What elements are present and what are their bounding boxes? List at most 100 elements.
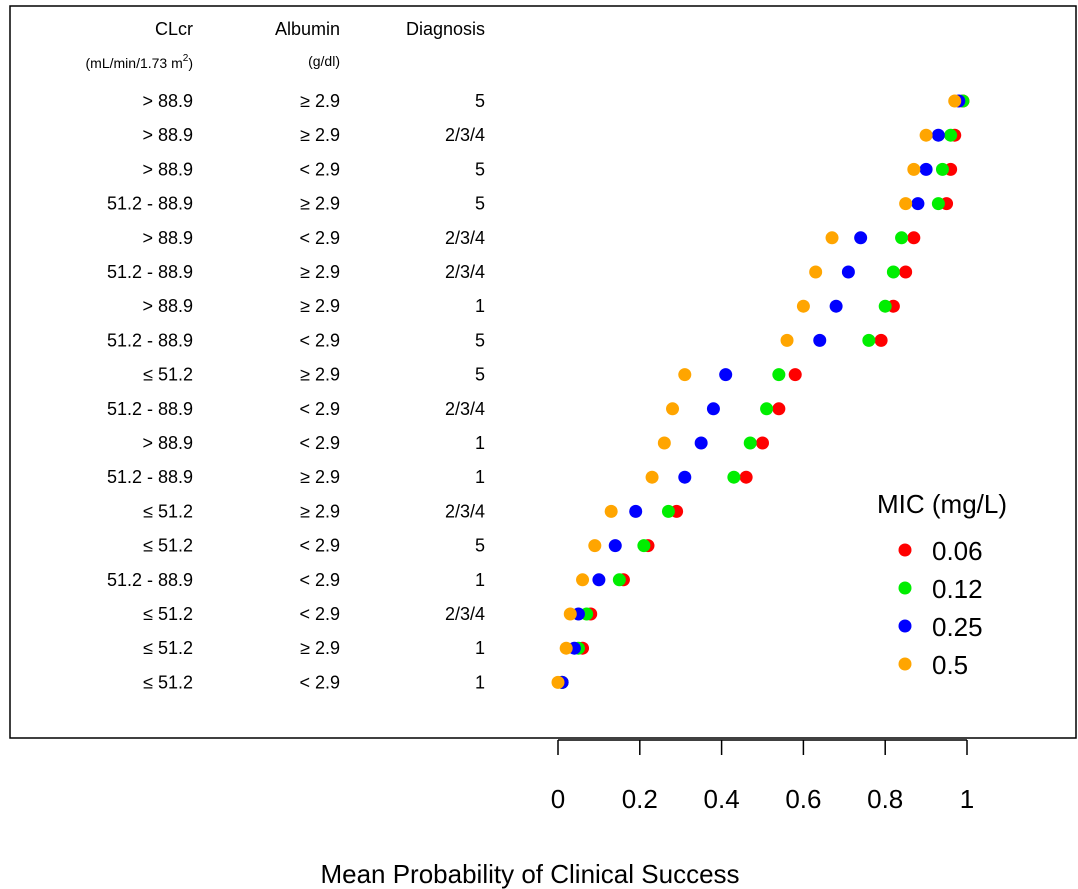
row-clcr-label: 51.2 - 88.9 [107,194,193,214]
row-albumin-label: < 2.9 [299,433,340,453]
legend-entry-label: 0.12 [932,574,983,604]
row-labels: > 88.9 ≥ 2.9 5 > 88.9 ≥ 2.9 2/3/4 > 88.9 < 2.9 5… [107,91,485,692]
point-mic-0_25 [706,402,720,416]
point-mic-0_12 [895,231,909,245]
point-mic-0_5 [559,641,573,655]
point-mic-0_12 [862,333,876,347]
row-clcr-label: > 88.9 [142,433,193,453]
row-diagnosis-label: 5 [475,536,485,556]
point-mic-0_25 [931,128,945,142]
point-mic-0_5 [809,265,823,279]
x-axis-label: Mean Probability of Clinical Success [320,859,739,889]
row-clcr-label: 51.2 - 88.9 [107,262,193,282]
point-mic-0_5 [796,299,810,313]
row-albumin-label: ≥ 2.9 [300,467,340,487]
row-albumin-label: ≥ 2.9 [300,638,340,658]
x-tick-label: 0.2 [622,784,658,814]
row-albumin-label: ≥ 2.9 [300,365,340,385]
point-mic-0_5 [657,436,671,450]
legend-marker [898,619,912,633]
point-mic-0_5 [899,197,913,211]
data-points [551,94,970,689]
point-mic-0_5 [576,573,590,587]
legend: MIC (mg/L) 0.06 0.12 0.25 0.5 [877,489,1007,680]
x-tick-label: 0 [551,784,565,814]
row-diagnosis-label: 2/3/4 [445,501,485,521]
row-albumin-label: < 2.9 [299,399,340,419]
point-mic-0_06 [739,470,753,484]
point-mic-0_06 [907,231,921,245]
point-mic-0_25 [841,265,855,279]
column-subheader-albumin: (g/dl) [308,53,340,69]
point-mic-0_12 [772,368,786,382]
point-mic-0_5 [780,333,794,347]
row-clcr-label: 51.2 - 88.9 [107,467,193,487]
row-diagnosis-label: 5 [475,365,485,385]
row-diagnosis-label: 1 [475,296,485,316]
row-clcr-label: ≤ 51.2 [143,604,193,624]
row-diagnosis-label: 2/3/4 [445,604,485,624]
row-diagnosis-label: 2/3/4 [445,125,485,145]
point-mic-0_25 [592,573,606,587]
point-mic-0_5 [588,539,602,553]
row-albumin-label: ≥ 2.9 [300,262,340,282]
point-mic-0_12 [878,299,892,313]
row-albumin-label: < 2.9 [299,228,340,248]
row-clcr-label: > 88.9 [142,91,193,111]
row-clcr-label: 51.2 - 88.9 [107,570,193,590]
point-mic-0_5 [948,94,962,108]
row-albumin-label: < 2.9 [299,672,340,692]
row-diagnosis-label: 5 [475,159,485,179]
row-diagnosis-label: 1 [475,433,485,453]
column-header-albumin: Albumin [275,19,340,39]
point-mic-0_12 [760,402,774,416]
row-diagnosis-label: 1 [475,570,485,590]
point-mic-0_12 [743,436,757,450]
point-mic-0_25 [629,504,643,518]
row-clcr-label: ≤ 51.2 [143,536,193,556]
row-clcr-label: > 88.9 [142,125,193,145]
legend-entry-label: 0.5 [932,650,968,680]
point-mic-0_25 [854,231,868,245]
point-mic-0_5 [563,607,577,621]
point-mic-0_5 [825,231,839,245]
point-mic-0_5 [645,470,659,484]
row-clcr-label: 51.2 - 88.9 [107,330,193,350]
point-mic-0_25 [719,368,733,382]
row-albumin-label: < 2.9 [299,536,340,556]
legend-entry-label: 0.25 [932,612,983,642]
x-tick-label: 0.4 [704,784,740,814]
point-mic-0_12 [637,539,651,553]
point-mic-0_5 [907,162,921,176]
column-header-clcr: CLcr [155,19,193,39]
legend-title: MIC (mg/L) [877,489,1007,519]
point-mic-0_5 [919,128,933,142]
row-albumin-label: < 2.9 [299,159,340,179]
row-diagnosis-label: 5 [475,91,485,111]
plot-frame [9,5,1077,739]
column-header-diagnosis: Diagnosis [406,19,485,39]
legend-entry-label: 0.06 [932,536,983,566]
row-albumin-label: ≥ 2.9 [300,296,340,316]
x-axis: 0 0.2 0.4 0.6 0.8 1 [551,739,974,814]
point-mic-0_12 [944,128,958,142]
row-albumin-label: ≥ 2.9 [300,194,340,214]
point-mic-0_25 [608,539,622,553]
row-albumin-label: < 2.9 [299,570,340,590]
point-mic-0_12 [931,197,945,211]
point-mic-0_25 [829,299,843,313]
point-mic-0_5 [604,504,618,518]
point-mic-0_06 [899,265,913,279]
row-diagnosis-label: 1 [475,638,485,658]
column-subheader-clcr: (mL/min/1.73 m2) [86,53,193,71]
point-mic-0_12 [661,504,675,518]
legend-marker [898,543,912,557]
x-tick-label: 0.6 [785,784,821,814]
row-clcr-label: ≤ 51.2 [143,672,193,692]
row-diagnosis-label: 5 [475,194,485,214]
point-mic-0_5 [666,402,680,416]
row-diagnosis-label: 2/3/4 [445,399,485,419]
legend-marker [898,581,912,595]
point-mic-0_25 [694,436,708,450]
